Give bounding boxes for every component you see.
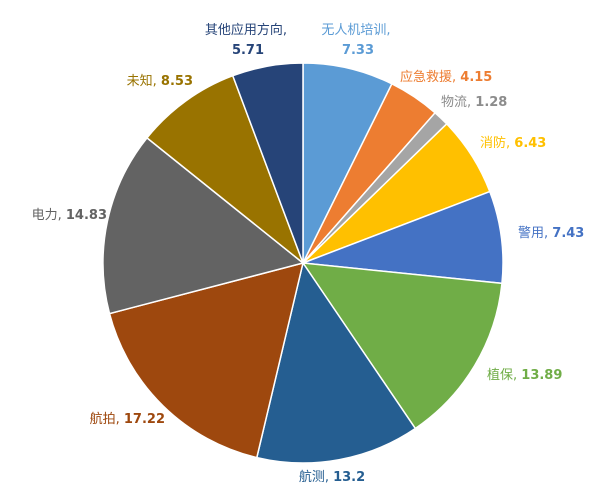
data-label: 物流, 1.28 [441, 95, 507, 110]
value: 8.53 [161, 74, 193, 89]
separator: , [153, 74, 161, 89]
category-name: 电力 [32, 208, 58, 223]
separator: , [58, 208, 66, 223]
category-name: 应急救援 [400, 69, 452, 85]
separator: , [386, 23, 394, 38]
category-name: 警用 [518, 225, 544, 241]
value: 7.33 [342, 43, 374, 58]
category-name: 其他应用方向 [205, 22, 283, 38]
separator: , [467, 95, 475, 110]
data-label: 无人机培训, 7.33 [321, 22, 394, 58]
category-name: 植保 [487, 368, 513, 383]
data-label: 植保, 13.89 [487, 368, 562, 383]
data-label: 未知, 8.53 [127, 73, 193, 89]
data-label: 航拍, 17.22 [90, 411, 165, 427]
separator: , [544, 226, 552, 241]
pie-slice [145, 74, 305, 266]
data-label: 电力, 14.83 [32, 208, 107, 223]
data-label: 应急救援, 4.15 [400, 69, 492, 85]
value: 5.71 [232, 43, 264, 58]
category-name: 消防 [480, 135, 506, 151]
data-label: 警用, 7.43 [518, 225, 584, 241]
value: 6.43 [514, 136, 546, 151]
separator: , [506, 136, 514, 151]
category-name: 航测 [299, 469, 325, 485]
data-label: 消防, 6.43 [480, 135, 546, 151]
data-label: 其他应用方向, 5.71 [205, 22, 291, 58]
separator: , [513, 368, 521, 383]
pie-slice [255, 261, 417, 464]
value: 4.15 [460, 70, 492, 85]
value: 17.22 [124, 412, 165, 427]
separator: , [452, 70, 460, 85]
value: 13.2 [333, 470, 365, 485]
separator: , [325, 470, 333, 485]
separator: , [283, 23, 291, 38]
pie-slice [102, 136, 305, 315]
category-name: 无人机培训 [321, 22, 386, 38]
category-name: 未知 [127, 73, 153, 89]
category-name: 物流 [441, 95, 467, 110]
data-label: 航测, 13.2 [299, 469, 365, 485]
value: 7.43 [552, 226, 584, 241]
pie-slice [108, 261, 305, 459]
value: 1.28 [475, 95, 507, 110]
value: 14.83 [66, 208, 107, 223]
category-name: 航拍 [90, 411, 116, 427]
value: 13.89 [521, 368, 562, 383]
pie-slice [301, 262, 503, 430]
pie-slice [231, 62, 304, 264]
separator: , [116, 412, 124, 427]
